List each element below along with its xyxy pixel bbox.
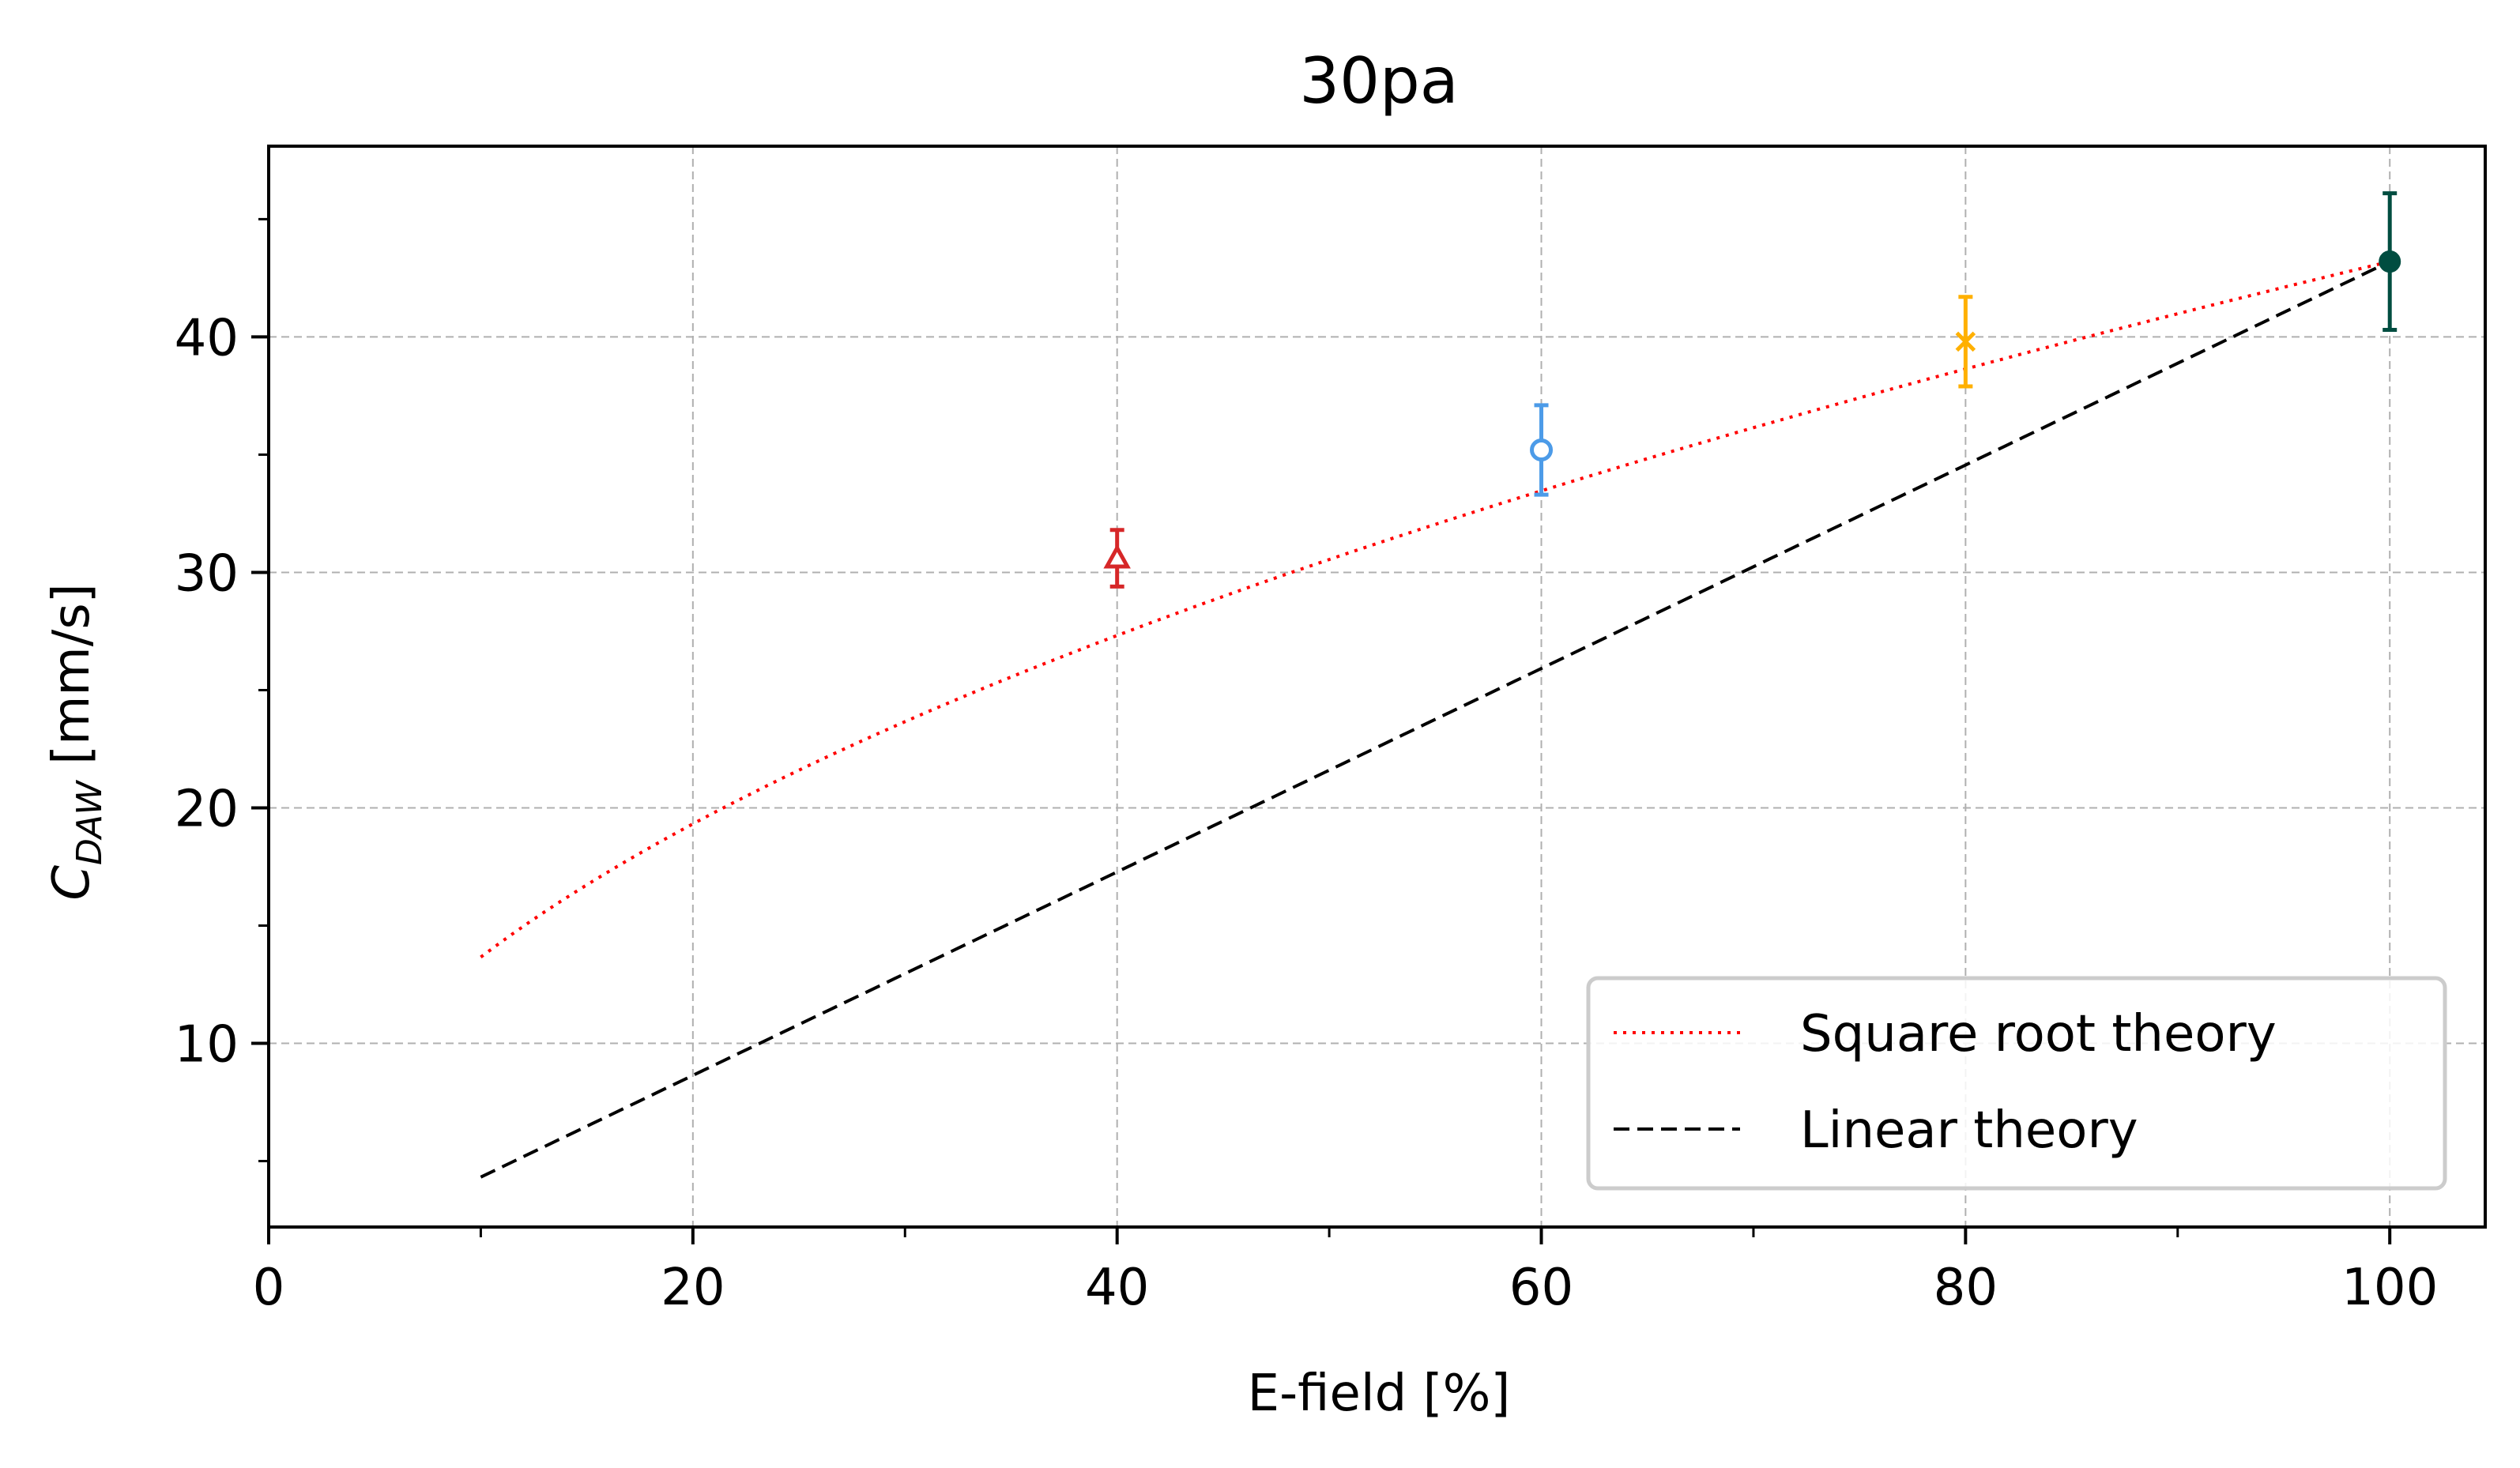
circle-marker <box>1530 438 1554 461</box>
triangle-marker <box>1103 544 1131 569</box>
series-lines <box>480 260 2391 1179</box>
legend-label-linear-theory: Linear theory <box>1800 1101 2138 1160</box>
chart-title: 30pa <box>1299 44 1459 118</box>
y-axis-label-subscript: DAW <box>70 780 110 865</box>
data-point <box>2379 191 2401 332</box>
x-tick-label: 100 <box>2341 1259 2438 1317</box>
y-tick-label: 30 <box>175 544 239 603</box>
data-points <box>1103 191 2401 589</box>
series-line-linear-theory <box>480 260 2391 1179</box>
data-point <box>1103 528 1131 589</box>
x-marker-stroke <box>1955 331 1976 352</box>
data-point <box>1530 403 1554 497</box>
axes <box>267 145 2487 1229</box>
series-line-square-root-theory <box>480 260 2390 959</box>
data-point <box>1955 295 1976 389</box>
filled-circle-marker <box>2379 250 2401 273</box>
ticks: 0 20 40 60 80 100 10 20 30 40 <box>175 217 2438 1317</box>
x-tick-label: 80 <box>1934 1259 1998 1317</box>
x-tick-label: 0 <box>253 1259 285 1317</box>
plot-frame <box>267 145 2487 1229</box>
y-axis-label-units: [mm/s] <box>43 583 101 781</box>
y-tick-label: 10 <box>175 1016 239 1075</box>
x-tick-label: 20 <box>661 1259 725 1317</box>
x-tick-label: 40 <box>1085 1259 1149 1317</box>
x-tick-label: 60 <box>1509 1259 1573 1317</box>
y-tick-label: 40 <box>175 309 239 367</box>
legend: Square root theory Linear theory <box>1586 976 2447 1191</box>
y-tick-label: 20 <box>175 780 239 838</box>
x-axis-label: E-field [%] <box>1248 1364 1511 1423</box>
y-axis-label: CDAW [mm/s] <box>43 583 110 900</box>
y-axis-label-main: C <box>43 865 101 901</box>
legend-frame <box>1586 976 2447 1191</box>
legend-label-square-root-theory: Square root theory <box>1800 1005 2277 1063</box>
